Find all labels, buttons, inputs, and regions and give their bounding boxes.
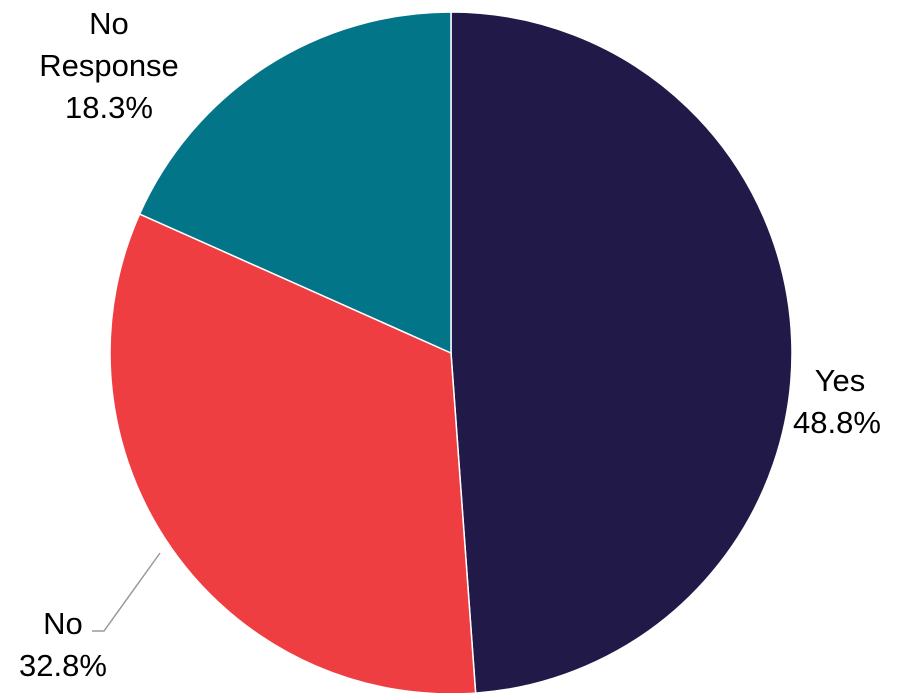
pie-slice-yes bbox=[450, 11, 793, 693]
slice-label-no-response-line2: Response bbox=[39, 48, 179, 83]
slice-value-no-response: 18.3% bbox=[65, 90, 153, 125]
pie-slices bbox=[109, 11, 793, 693]
slice-label-no: No bbox=[43, 606, 83, 641]
pie-slice-no-response bbox=[138, 11, 452, 355]
slice-value-yes: 48.8% bbox=[793, 405, 881, 440]
slice-value-no: 32.8% bbox=[19, 648, 107, 683]
leader-line-no bbox=[92, 552, 161, 632]
slice-label-no-response-line1: No bbox=[89, 6, 129, 41]
slice-labels: Yes 48.8% No 32.8% No Response 18.3% bbox=[19, 6, 881, 683]
leader-lines bbox=[92, 552, 161, 632]
pie-slice-no bbox=[109, 213, 477, 693]
slice-label-yes: Yes bbox=[815, 363, 866, 398]
